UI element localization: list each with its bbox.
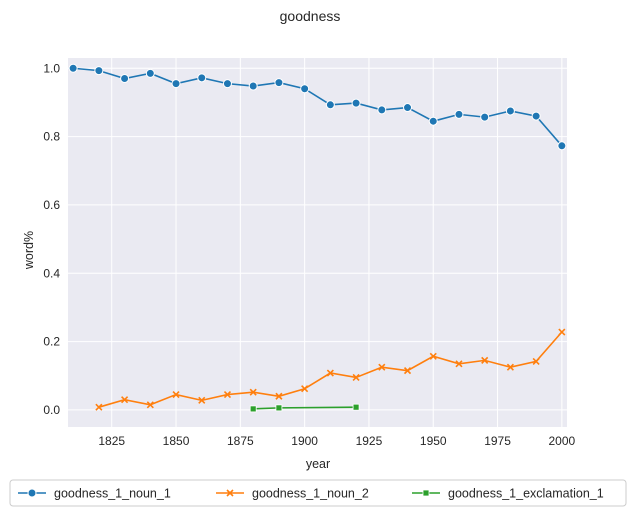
chart-title: goodness <box>280 8 341 24</box>
data-point <box>301 385 309 393</box>
data-point <box>403 103 413 113</box>
y-tick-label: 1.0 <box>43 61 60 75</box>
series-goodness_1_exclamation_1 <box>249 403 360 413</box>
data-point <box>429 352 437 360</box>
data-point <box>377 105 387 115</box>
data-point <box>505 106 515 116</box>
x-axis-label: year <box>306 457 330 471</box>
legend-marker <box>27 488 37 498</box>
data-point <box>275 404 283 412</box>
legend-item: goodness_1_exclamation_1 <box>412 487 604 501</box>
data-point <box>454 109 464 119</box>
y-tick-label: 0.6 <box>43 198 60 212</box>
data-point <box>223 390 232 399</box>
y-tick-label: 0.0 <box>43 403 60 417</box>
data-point <box>95 403 103 411</box>
legend-marker <box>226 489 234 497</box>
data-point <box>378 363 386 371</box>
data-point <box>68 63 78 73</box>
data-point <box>172 390 180 399</box>
data-point <box>352 403 360 411</box>
data-point <box>275 392 283 400</box>
data-point <box>248 81 258 91</box>
data-point <box>557 141 567 151</box>
data-point <box>325 100 335 110</box>
plot-area <box>68 58 567 427</box>
legend-frame <box>9 479 627 507</box>
legend-item: goodness_1_noun_1 <box>18 487 171 501</box>
data-point <box>171 79 181 89</box>
data-point <box>480 112 490 122</box>
data-point <box>326 369 334 377</box>
legend: goodness_1_noun_1 goodness_1_noun_2 goodne… <box>9 479 627 507</box>
data-point <box>120 74 130 83</box>
y-axis-ticks: 0.0 0.2 0.4 0.6 0.8 1.0 <box>43 61 60 417</box>
x-tick-label: 1850 <box>163 434 190 448</box>
x-tick-label: 2000 <box>549 434 576 448</box>
legend-marker <box>422 489 430 497</box>
data-point <box>481 356 489 364</box>
x-axis-ticks: 1825 1850 1875 1900 1925 1950 1975 2000 <box>98 434 575 448</box>
series-goodness_1_noun_1 <box>68 63 567 151</box>
y-tick-label: 0.2 <box>43 335 60 349</box>
y-tick-label: 0.8 <box>43 130 60 144</box>
legend-label: goodness_1_noun_2 <box>252 487 369 501</box>
x-tick-label: 1975 <box>484 434 511 448</box>
y-tick-label: 0.4 <box>43 266 60 280</box>
y-axis-label: word% <box>22 231 36 270</box>
data-point <box>403 367 412 375</box>
x-tick-label: 1900 <box>291 434 318 448</box>
legend-item: goodness_1_noun_2 <box>216 487 369 501</box>
data-point <box>351 98 361 108</box>
data-point <box>197 73 207 83</box>
x-tick-label: 1925 <box>356 434 383 448</box>
x-tick-label: 1825 <box>98 434 125 448</box>
data-point <box>455 360 463 368</box>
data-point <box>121 396 129 404</box>
data-point <box>222 79 232 89</box>
data-point <box>352 373 360 382</box>
data-point <box>146 401 154 409</box>
legend-label: goodness_1_exclamation_1 <box>448 487 604 501</box>
data-point <box>532 357 540 365</box>
data-point <box>531 111 541 121</box>
data-point <box>249 405 257 413</box>
data-point <box>249 388 257 396</box>
data-point <box>300 84 310 94</box>
data-point <box>506 363 514 371</box>
legend-label: goodness_1_noun_1 <box>54 487 171 501</box>
data-point <box>558 328 566 336</box>
x-tick-label: 1875 <box>227 434 254 448</box>
data-point <box>145 68 155 78</box>
data-point <box>274 78 284 88</box>
series-goodness_1_noun_2 <box>95 328 566 411</box>
data-point <box>94 66 104 76</box>
series-layer <box>68 63 567 413</box>
data-point <box>198 396 206 404</box>
x-tick-label: 1950 <box>420 434 447 448</box>
data-point <box>428 116 438 126</box>
